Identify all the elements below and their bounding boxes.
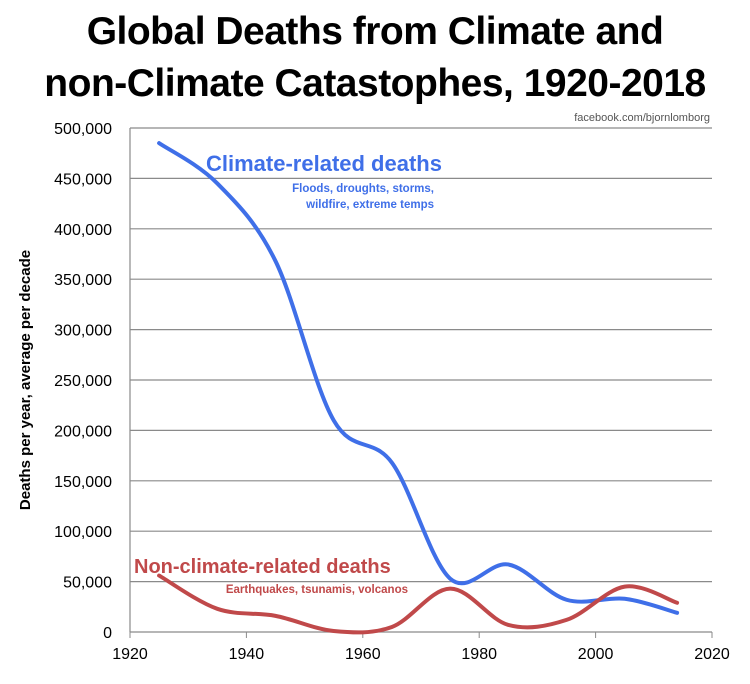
series-line-non-climate — [157, 573, 680, 635]
title-line-2: non-Climate Catastophes, 1920-2018 — [44, 62, 706, 105]
y-axis-label: Deaths per year, average per decade — [17, 250, 34, 510]
y-tick-label: 400,000 — [54, 222, 112, 239]
nonclimate-legend-label: Non-climate-related deaths — [134, 556, 391, 578]
y-tick-label: 100,000 — [54, 524, 112, 541]
x-tick-label: 1920 — [112, 646, 148, 663]
y-tick-label: 0 — [103, 625, 112, 642]
x-tick-label: 1980 — [461, 646, 497, 663]
series-line-climate — [157, 141, 680, 615]
y-tick-label: 450,000 — [54, 171, 112, 188]
nonclimate-legend-sub: Earthquakes, tsunamis, volcanos — [226, 584, 408, 596]
source-credit: facebook.com/bjornlomborg — [574, 112, 710, 124]
title-line-1: Global Deaths from Climate and — [86, 10, 664, 53]
climate-legend-sub2: wildfire, extreme temps — [305, 199, 434, 211]
x-tick-label: 2000 — [578, 646, 614, 663]
y-tick-label: 150,000 — [54, 474, 112, 491]
x-tick-label: 1960 — [345, 646, 381, 663]
chart-title: Global Deaths from Climate and non-Climat… — [0, 6, 750, 110]
y-tick-label: 500,000 — [54, 121, 112, 138]
y-tick-label: 50,000 — [63, 575, 112, 592]
x-tick-label: 2020 — [694, 646, 730, 663]
climate-legend-label: Climate-related deaths — [206, 151, 442, 176]
y-tick-label: 200,000 — [54, 423, 112, 440]
y-tick-label: 350,000 — [54, 272, 112, 289]
y-tick-label: 250,000 — [54, 373, 112, 390]
y-tick-label: 300,000 — [54, 323, 112, 340]
climate-legend-sub1: Floods, droughts, storms, — [292, 183, 434, 195]
x-tick-label: 1940 — [229, 646, 265, 663]
